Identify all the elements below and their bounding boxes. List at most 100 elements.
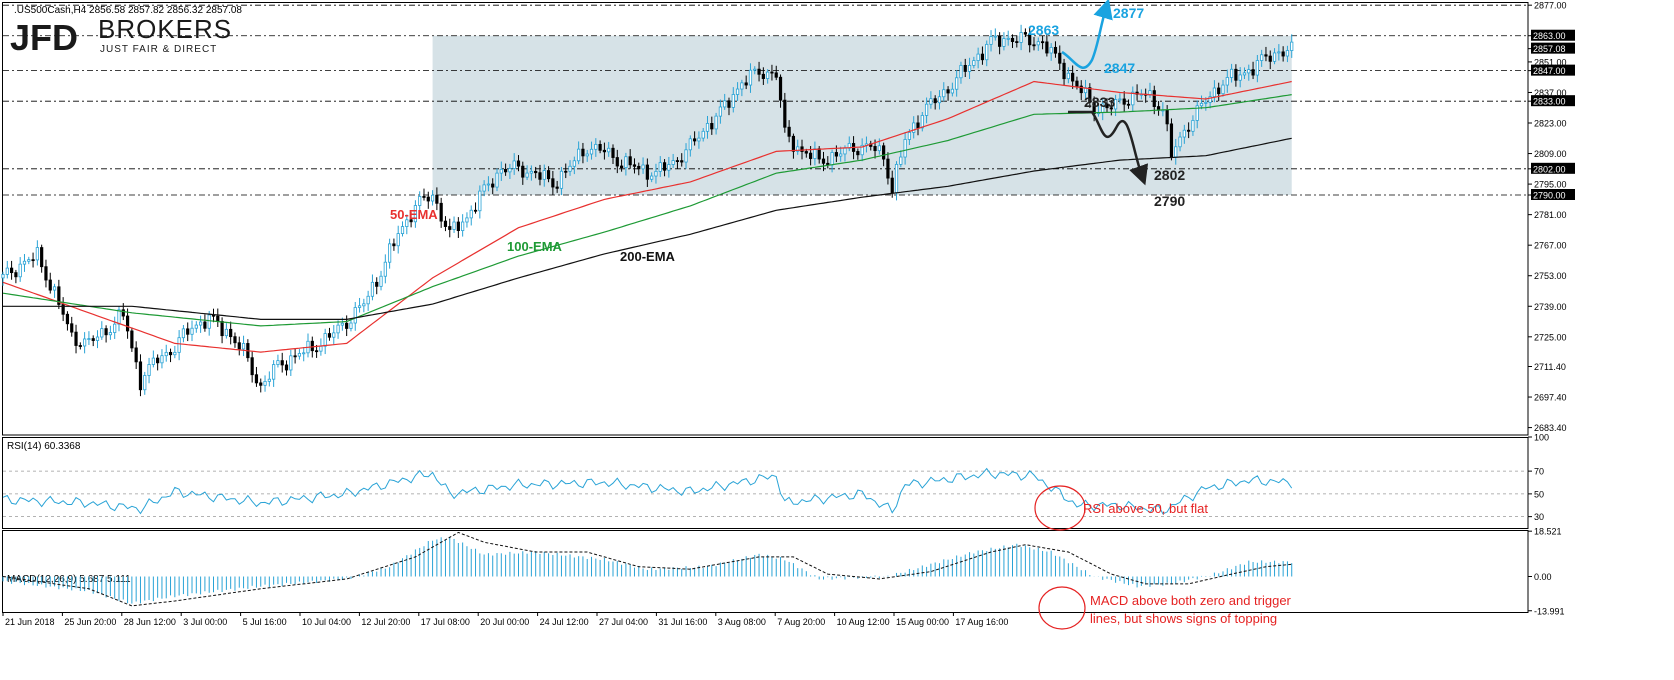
candle-body <box>203 321 207 329</box>
candle-body <box>478 190 482 212</box>
candle-body <box>628 156 632 166</box>
candle-body <box>538 172 542 180</box>
candle-body <box>362 303 366 307</box>
candle-body <box>529 170 533 174</box>
candle-body <box>14 272 18 278</box>
candle-body <box>1229 68 1234 78</box>
candle-body <box>439 202 443 222</box>
candle-body <box>632 164 637 167</box>
logo-tagline: JUST FAIR & DIRECT <box>100 44 217 55</box>
candle-body <box>1234 68 1238 81</box>
candle-body <box>229 328 233 338</box>
candle-body <box>899 156 903 165</box>
macd-tick-label: 0.00 <box>1534 572 1552 582</box>
candle-body <box>48 279 52 291</box>
candle-body <box>890 177 894 194</box>
candle-body <box>624 156 628 169</box>
candle-body <box>727 100 731 108</box>
candle-body <box>323 333 327 347</box>
candle-body <box>465 217 469 223</box>
candle-body <box>989 36 993 45</box>
candle-body <box>396 233 400 247</box>
price-tick-label: 2753.00 <box>1534 271 1567 281</box>
candle-body <box>1109 107 1113 110</box>
candle-body <box>684 149 688 163</box>
candle-body <box>1105 103 1109 109</box>
candle-body <box>589 148 594 155</box>
label-2802: 2802 <box>1154 167 1185 183</box>
price-tag: 2802.00 <box>1533 164 1566 174</box>
candle-body <box>967 65 972 72</box>
candle-body <box>1225 77 1229 86</box>
candle-body <box>91 338 95 341</box>
time-tick-label: 25 Jun 20:00 <box>64 617 116 627</box>
candle-body <box>1169 123 1174 158</box>
candle-body <box>916 122 920 129</box>
candle-body <box>1191 120 1195 132</box>
price-tick-label: 2809.00 <box>1534 149 1567 159</box>
rsi-title: RSI(14) 60.3368 <box>7 441 81 452</box>
candle-body <box>1006 37 1010 40</box>
candle-body <box>1002 38 1006 47</box>
candle-body <box>1062 62 1066 80</box>
candle-body <box>1028 33 1032 46</box>
candle-body <box>581 148 585 157</box>
candle-body <box>671 160 675 165</box>
macd-title: MACD(12,26,9) 5.687 5.111 <box>7 574 131 585</box>
candle-body <box>740 82 744 90</box>
macd-tick-label: -13.991 <box>1534 606 1565 616</box>
candle-body <box>998 35 1002 47</box>
candle-body <box>860 144 864 156</box>
candle-body <box>405 219 409 227</box>
candle-body <box>250 357 254 376</box>
price-tick-label: 2767.00 <box>1534 241 1567 251</box>
candle-body <box>40 247 44 268</box>
price-tag-bg <box>1531 162 1575 174</box>
candle-body <box>1036 41 1040 46</box>
candle-body <box>658 162 662 172</box>
symbol-info: .US500Cash,H4 2856.58 2857.82 2856.32 28… <box>14 5 242 16</box>
candle-body <box>1058 52 1062 64</box>
label-2847: 2847 <box>1104 60 1135 76</box>
candle-body <box>791 135 796 152</box>
candle-body <box>297 353 302 357</box>
candle-body <box>705 123 710 132</box>
time-tick-label: 10 Jul 04:00 <box>302 617 351 627</box>
candle-body <box>504 168 508 173</box>
candle-body <box>310 340 314 352</box>
candle-body <box>87 338 91 340</box>
candle-body <box>1182 129 1186 138</box>
candle-body <box>796 146 800 152</box>
ema50-line <box>2 80 1292 353</box>
candle-body <box>813 148 817 159</box>
candle-body <box>594 144 598 150</box>
candle-body <box>972 60 976 66</box>
candle-body <box>1212 87 1217 98</box>
candle-body <box>817 148 821 160</box>
price-tag: 2863.00 <box>1533 31 1566 41</box>
candle-body <box>379 275 383 287</box>
candle-body <box>422 196 426 198</box>
candle-body <box>637 165 641 170</box>
candle-body <box>929 98 933 105</box>
candle-body <box>1015 41 1019 43</box>
candle-body <box>121 309 125 317</box>
candle-body <box>572 160 576 167</box>
candle-body <box>375 281 379 287</box>
candle-body <box>452 221 456 230</box>
candle-body <box>1195 105 1199 121</box>
candle-body <box>254 374 259 384</box>
label-2833: 2833 <box>1084 94 1115 110</box>
candle-body <box>1285 50 1290 57</box>
candle-body <box>701 130 705 139</box>
candle-body <box>1045 41 1049 54</box>
candle-body <box>907 132 912 140</box>
candle-body <box>44 266 48 281</box>
candle-body <box>654 170 658 177</box>
candle-body <box>877 145 881 152</box>
candle-body <box>108 332 112 336</box>
candle-body <box>774 72 778 78</box>
candle-body <box>143 375 147 391</box>
candle-body <box>5 267 9 275</box>
